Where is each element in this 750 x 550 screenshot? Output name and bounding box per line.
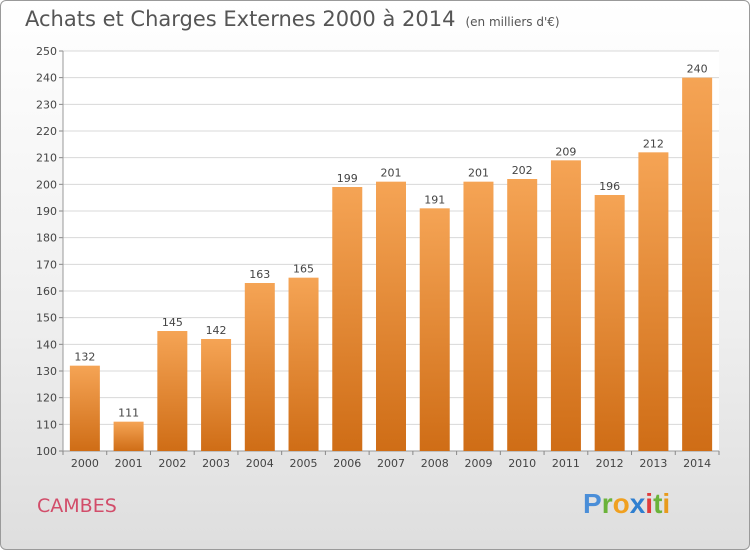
logo-letter: t <box>653 488 663 519</box>
x-tick-label: 2008 <box>421 457 449 470</box>
bar <box>507 179 538 451</box>
y-tick-label: 230 <box>36 98 57 111</box>
bar <box>419 208 450 451</box>
y-tick-label: 140 <box>36 338 57 351</box>
y-tick-label: 210 <box>36 152 57 165</box>
x-tick-label: 2012 <box>596 457 624 470</box>
chart-title: Achats et Charges Externes 2000 à 2014 (e… <box>25 7 560 31</box>
data-label: 201 <box>468 167 489 180</box>
bar <box>201 339 232 451</box>
logo-letter: o <box>612 488 630 519</box>
data-label: 201 <box>381 167 402 180</box>
data-label: 196 <box>599 180 620 193</box>
bar <box>550 160 581 452</box>
x-tick-label: 2009 <box>464 457 492 470</box>
y-tick-label: 100 <box>36 445 57 458</box>
data-label: 202 <box>512 164 533 177</box>
proxiti-logo: Proxiti <box>583 488 670 520</box>
y-tick-label: 150 <box>36 312 57 325</box>
y-tick-label: 120 <box>36 392 57 405</box>
data-label: 240 <box>687 63 708 76</box>
y-tick-label: 160 <box>36 285 57 298</box>
x-tick-label: 2014 <box>683 457 711 470</box>
data-label: 145 <box>162 316 183 329</box>
y-tick-label: 180 <box>36 232 57 245</box>
y-tick-label: 130 <box>36 365 57 378</box>
x-tick-label: 2001 <box>115 457 143 470</box>
bar <box>594 195 625 451</box>
x-tick-label: 2000 <box>71 457 99 470</box>
x-tick-label: 2005 <box>290 457 318 470</box>
y-tick-label: 170 <box>36 258 57 271</box>
logo-letter: i <box>645 488 654 519</box>
data-label: 165 <box>293 263 314 276</box>
bar <box>463 181 494 451</box>
data-label: 163 <box>249 268 270 281</box>
unit-text: (en milliers d'€) <box>465 15 560 29</box>
y-tick-label: 240 <box>36 72 57 85</box>
bar <box>157 331 188 451</box>
x-tick-label: 2006 <box>333 457 361 470</box>
data-label: 199 <box>337 172 358 185</box>
bar <box>244 283 275 451</box>
data-label: 212 <box>643 137 664 150</box>
city-name: CAMBES <box>37 495 117 517</box>
data-label: 191 <box>424 193 445 206</box>
x-tick-label: 2013 <box>639 457 667 470</box>
bar <box>638 152 669 452</box>
bar <box>69 365 100 451</box>
data-label: 111 <box>118 407 139 420</box>
x-tick-label: 2011 <box>552 457 580 470</box>
title-text: Achats et Charges Externes 2000 à 2014 <box>25 7 456 31</box>
y-tick-label: 190 <box>36 205 57 218</box>
x-tick-label: 2004 <box>246 457 274 470</box>
logo-letter: x <box>629 488 646 519</box>
bar <box>376 181 406 451</box>
x-tick-label: 2010 <box>508 457 536 470</box>
y-tick-label: 200 <box>36 178 57 191</box>
logo-letter: r <box>601 488 613 519</box>
data-label: 209 <box>555 145 576 158</box>
x-tick-label: 2007 <box>377 457 405 470</box>
bar <box>288 277 319 451</box>
logo-letter: i <box>662 488 671 519</box>
x-tick-label: 2002 <box>158 457 186 470</box>
bar <box>682 77 713 452</box>
y-tick-label: 220 <box>36 125 57 138</box>
bar <box>332 187 363 451</box>
data-label: 132 <box>74 351 95 364</box>
logo-letter: P <box>583 488 602 519</box>
y-tick-label: 250 <box>36 45 57 58</box>
data-label: 142 <box>206 324 227 337</box>
bar <box>113 421 144 451</box>
bar-chart: 100 110 120 130 140 150 160 170 180 190 200 210 220 2… <box>36 45 720 470</box>
y-tick-label: 110 <box>36 418 57 431</box>
x-tick-label: 2003 <box>202 457 230 470</box>
